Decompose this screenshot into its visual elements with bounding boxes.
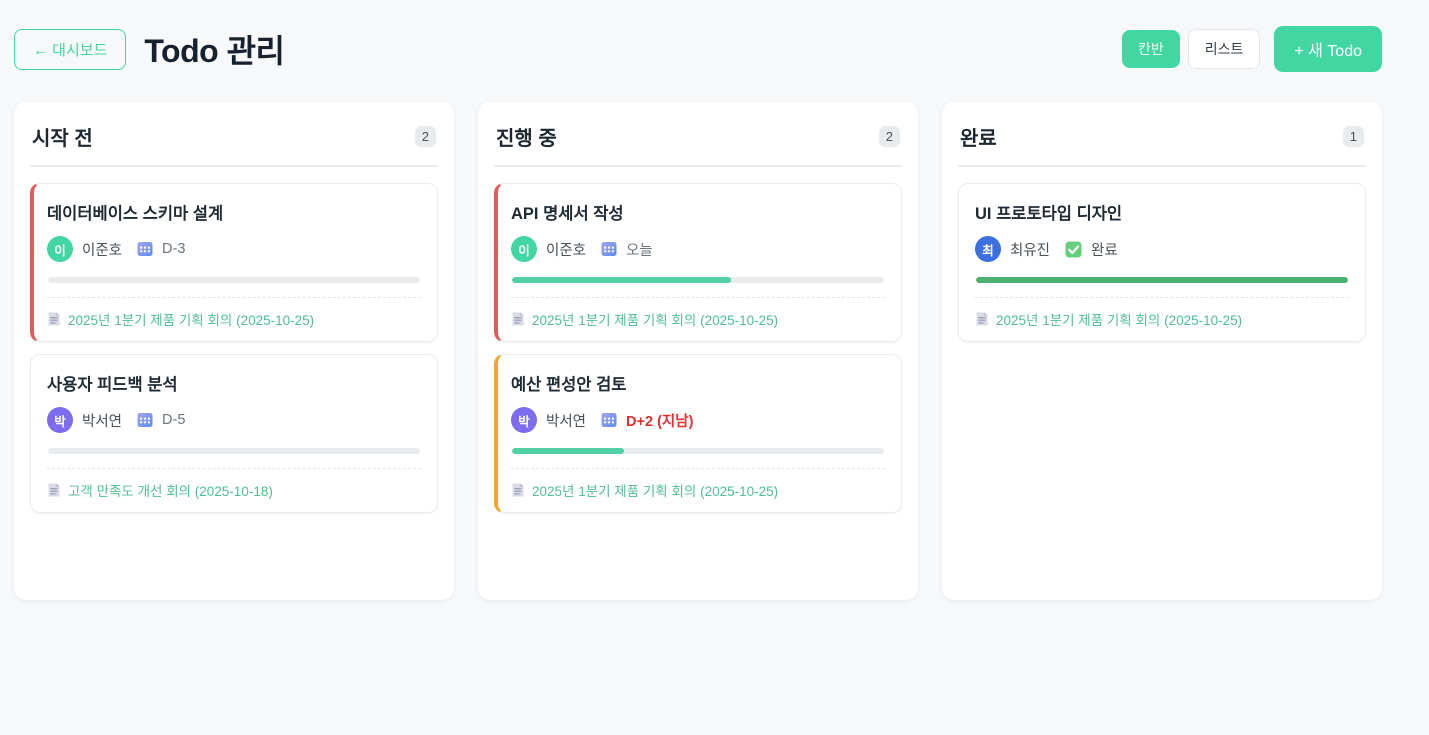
column-card-list: API 명세서 작성 이 이준호 오늘 2025년 1분기 제품 기획 회의 (… [494, 183, 902, 513]
kanban-column: 완료 1 UI 프로토타입 디자인 최 최유진 완료 2025년 1분기 제품 … [942, 102, 1382, 600]
calendar-icon [137, 412, 153, 428]
check-icon [1065, 240, 1083, 258]
meeting-link[interactable]: 2025년 1분기 제품 기획 회의 (2025-10-25) [996, 313, 1243, 328]
meeting-link[interactable]: 2025년 1분기 제품 기획 회의 (2025-10-25) [68, 313, 315, 328]
calendar-icon [137, 241, 153, 257]
document-icon [975, 312, 989, 327]
todo-card[interactable]: 사용자 피드백 분석 박 박서연 D-5 고객 만족도 개선 회의 (2025-… [30, 354, 438, 513]
column-title: 시작 전 [32, 128, 93, 150]
todo-card-meta: 박 박서연 D-5 [47, 407, 421, 433]
todo-card-meta: 박 박서연 D+2 (지남) [511, 407, 885, 433]
due-label: D-5 [162, 412, 186, 428]
assignee-name: 최유진 [1010, 242, 1051, 259]
calendar-icon [601, 241, 617, 257]
avatar: 최 [975, 236, 1001, 262]
progress-fill [976, 277, 1348, 283]
progress-bar [512, 448, 884, 454]
todo-card-meta: 이 이준호 오늘 [511, 236, 885, 262]
page-title: Todo 관리 [144, 33, 285, 69]
view-toggle-kanban-button[interactable]: 칸반 [1121, 30, 1180, 68]
page-header: ← 대시보드 Todo 관리 칸반 리스트 + 새 Todo [0, 0, 1429, 72]
column-card-list: UI 프로토타입 디자인 최 최유진 완료 2025년 1분기 제품 기획 회의… [958, 183, 1366, 342]
todo-card-meta: 최 최유진 완료 [975, 236, 1349, 262]
column-card-list: 데이터베이스 스키마 설계 이 이준호 D-3 2025년 1분기 제품 기획 … [30, 183, 438, 513]
kanban-board: 시작 전 2 데이터베이스 스키마 설계 이 이준호 D-3 2025년 1분기… [0, 102, 1429, 600]
assignee-name: 박서연 [82, 413, 123, 430]
column-count-badge: 2 [878, 126, 900, 147]
todo-card[interactable]: 데이터베이스 스키마 설계 이 이준호 D-3 2025년 1분기 제품 기획 … [30, 183, 438, 342]
meeting-link[interactable]: 2025년 1분기 제품 기획 회의 (2025-10-25) [532, 313, 779, 328]
document-icon [511, 312, 525, 327]
document-icon [511, 483, 525, 498]
assignee-name: 이준호 [546, 242, 587, 259]
progress-bar [48, 448, 420, 454]
avatar: 박 [511, 407, 537, 433]
avatar: 박 [47, 407, 73, 433]
meeting-link[interactable]: 고객 만족도 개선 회의 (2025-10-18) [68, 484, 273, 499]
todo-card-title: 데이터베이스 스키마 설계 [47, 205, 224, 223]
todo-card-title: 사용자 피드백 분석 [47, 376, 178, 394]
avatar: 이 [47, 236, 73, 262]
calendar-icon [601, 412, 617, 428]
back-to-dashboard-button[interactable]: ← 대시보드 [14, 28, 127, 70]
due-label: 완료 [1091, 242, 1118, 259]
due-label: D+2 (지남) [626, 413, 694, 430]
view-toggle-list-button[interactable]: 리스트 [1187, 29, 1261, 69]
kanban-column: 시작 전 2 데이터베이스 스키마 설계 이 이준호 D-3 2025년 1분기… [14, 102, 454, 600]
todo-card[interactable]: UI 프로토타입 디자인 최 최유진 완료 2025년 1분기 제품 기획 회의… [958, 183, 1366, 342]
document-icon [47, 483, 61, 498]
avatar: 이 [511, 236, 537, 262]
due-label: D-3 [162, 241, 186, 257]
column-divider [958, 165, 1366, 167]
todo-card-title: UI 프로토타입 디자인 [975, 205, 1123, 223]
todo-card-title: 예산 편성안 검토 [511, 376, 627, 394]
column-count-badge: 2 [414, 126, 436, 147]
new-todo-button[interactable]: + 새 Todo [1274, 26, 1382, 72]
assignee-name: 이준호 [82, 242, 123, 259]
todo-card[interactable]: API 명세서 작성 이 이준호 오늘 2025년 1분기 제품 기획 회의 (… [494, 183, 902, 342]
meeting-link[interactable]: 2025년 1분기 제품 기획 회의 (2025-10-25) [532, 484, 779, 499]
progress-fill [512, 448, 624, 454]
progress-bar [976, 277, 1348, 283]
todo-card[interactable]: 예산 편성안 검토 박 박서연 D+2 (지남) 2025년 1분기 제품 기획… [494, 354, 902, 513]
progress-fill [512, 277, 732, 283]
assignee-name: 박서연 [546, 413, 587, 430]
column-divider [30, 165, 438, 167]
progress-bar [512, 277, 884, 283]
column-title: 진행 중 [496, 128, 557, 150]
todo-card-title: API 명세서 작성 [511, 205, 624, 223]
kanban-column: 진행 중 2 API 명세서 작성 이 이준호 오늘 2025년 1분기 제품 … [478, 102, 918, 600]
due-label: 오늘 [626, 242, 653, 259]
column-count-badge: 1 [1342, 126, 1364, 147]
document-icon [47, 312, 61, 327]
progress-bar [48, 277, 420, 283]
todo-card-meta: 이 이준호 D-3 [47, 236, 421, 262]
column-title: 완료 [960, 128, 997, 150]
column-divider [494, 165, 902, 167]
